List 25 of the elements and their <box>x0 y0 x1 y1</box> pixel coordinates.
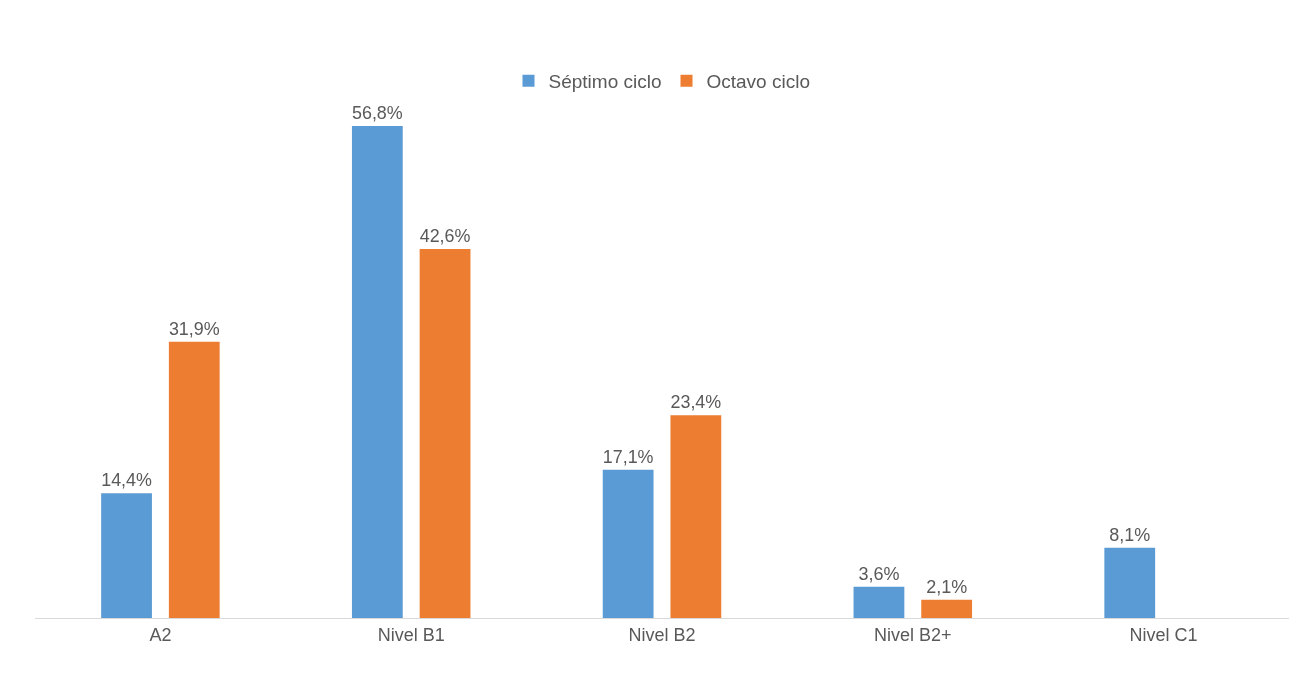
data-label: 23,4% <box>670 392 722 413</box>
data-label: 56,8% <box>351 102 403 123</box>
bar <box>602 469 654 618</box>
data-label: 8,1% <box>1109 524 1151 545</box>
bar <box>168 341 220 618</box>
x-tick-label: A2 <box>149 624 172 645</box>
data-label: 3,6% <box>858 563 900 584</box>
x-tick-label: Nivel C1 <box>1129 624 1198 645</box>
bar <box>1104 547 1156 618</box>
data-label: 42,6% <box>419 225 471 246</box>
data-label: 17,1% <box>602 446 654 467</box>
bar <box>853 586 905 618</box>
bar <box>101 493 152 618</box>
data-label: 31,9% <box>168 318 220 339</box>
bar <box>921 599 973 618</box>
legend-label: Séptimo ciclo <box>548 71 662 93</box>
x-tick-label: Nivel B2+ <box>874 624 952 645</box>
bar <box>419 248 471 618</box>
data-label: 2,1% <box>926 576 968 597</box>
x-tick-label: Nivel B1 <box>377 624 445 645</box>
x-tick-label: Nivel B2 <box>628 624 696 645</box>
legend-label: Octavo ciclo <box>706 71 810 93</box>
bar <box>670 415 722 618</box>
data-label: 14,4% <box>101 470 152 491</box>
bar <box>351 125 403 618</box>
